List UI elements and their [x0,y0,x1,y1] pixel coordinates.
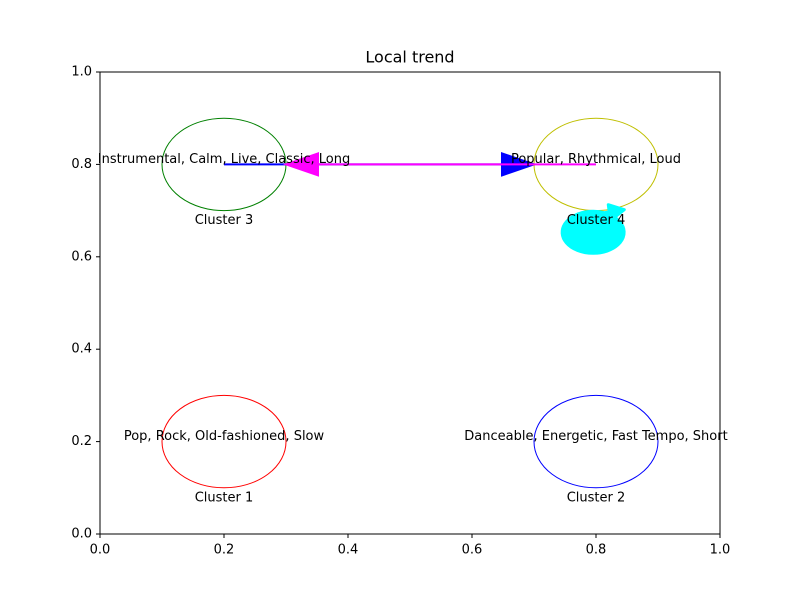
y-tick-label: 0.4 [71,342,92,357]
x-tick-label: 0.4 [338,543,359,558]
cluster-circle [533,394,659,489]
x-tick-label: 0.0 [90,543,111,558]
cluster-name: Cluster 2 [567,490,626,505]
cluster-description: Danceable, Energetic, Fast Tempo, Short [464,429,727,444]
chart-title: Local trend [365,48,454,67]
cluster-name: Cluster 4 [567,213,626,228]
x-tick-label: 1.0 [710,543,731,558]
y-tick-label: 0.8 [71,157,92,172]
cluster-description: Popular, Rhythmical, Loud [511,152,681,167]
cluster-name: Cluster 1 [195,490,254,505]
cluster-description: Pop, Rock, Old-fashioned, Slow [124,429,325,444]
cluster-description: Instrumental, Calm, Live, Classic, Long [98,152,350,167]
cluster-name: Cluster 3 [195,213,254,228]
y-tick-label: 0.2 [71,434,92,449]
self-loop-arrow [560,203,626,255]
y-tick-label: 0.0 [71,527,92,542]
x-tick-label: 0.8 [586,543,607,558]
x-tick-label: 0.6 [462,543,483,558]
plot-frame [99,71,721,535]
y-tick-label: 1.0 [71,65,92,80]
transition-arrow [282,151,596,177]
cluster-circle [161,394,287,489]
x-tick-label: 0.2 [214,543,235,558]
y-tick-label: 0.6 [71,249,92,264]
